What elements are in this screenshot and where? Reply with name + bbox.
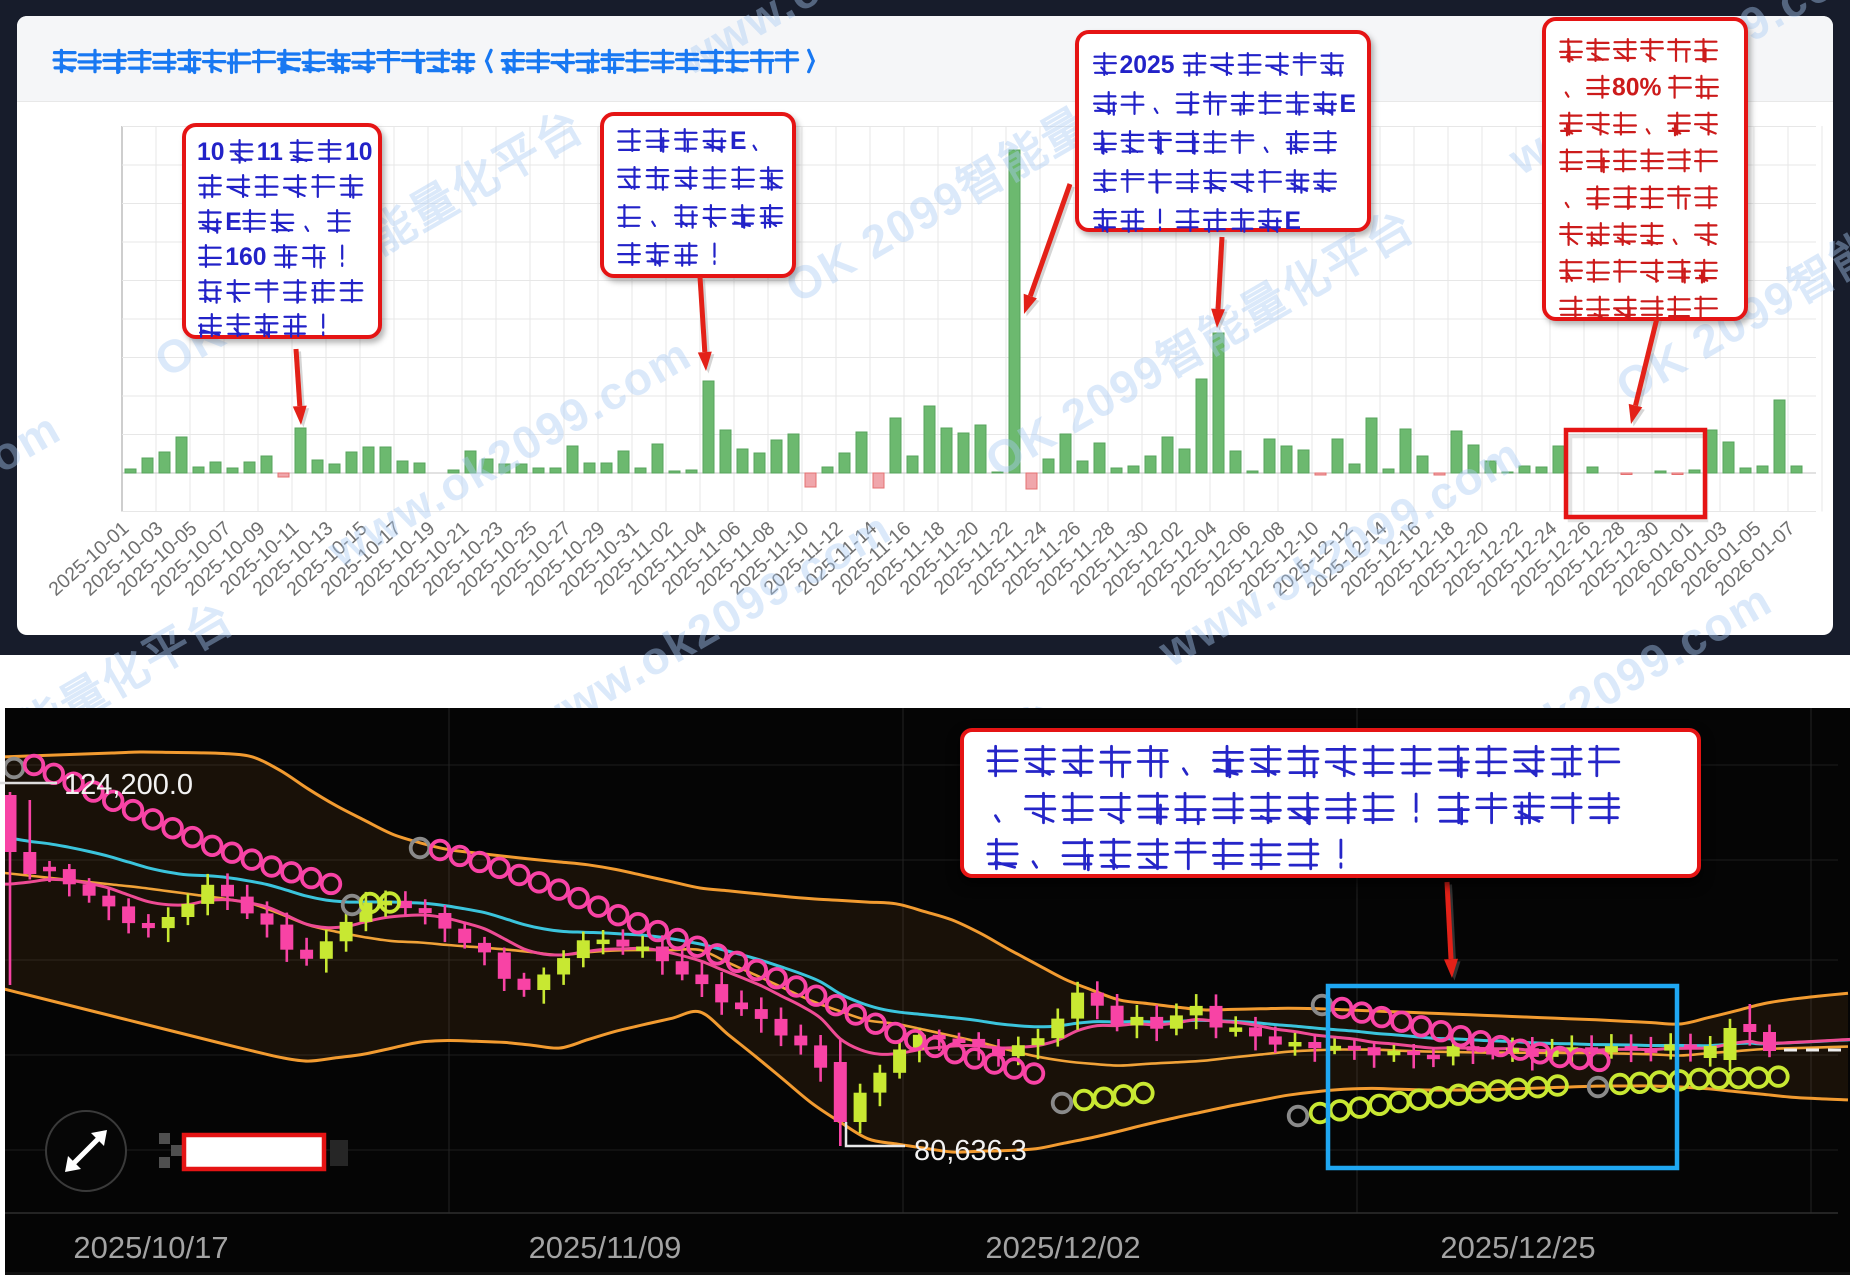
svg-text:124,200.0: 124,200.0 bbox=[64, 769, 193, 801]
svg-text:80,636.3: 80,636.3 bbox=[914, 1135, 1027, 1167]
svg-text:2025/12/02: 2025/12/02 bbox=[985, 1230, 1140, 1265]
svg-text:2025/10/17: 2025/10/17 bbox=[73, 1230, 228, 1265]
svg-text:2025/12/25: 2025/12/25 bbox=[1440, 1230, 1595, 1265]
svg-text:2025/11/09: 2025/11/09 bbox=[529, 1230, 682, 1265]
